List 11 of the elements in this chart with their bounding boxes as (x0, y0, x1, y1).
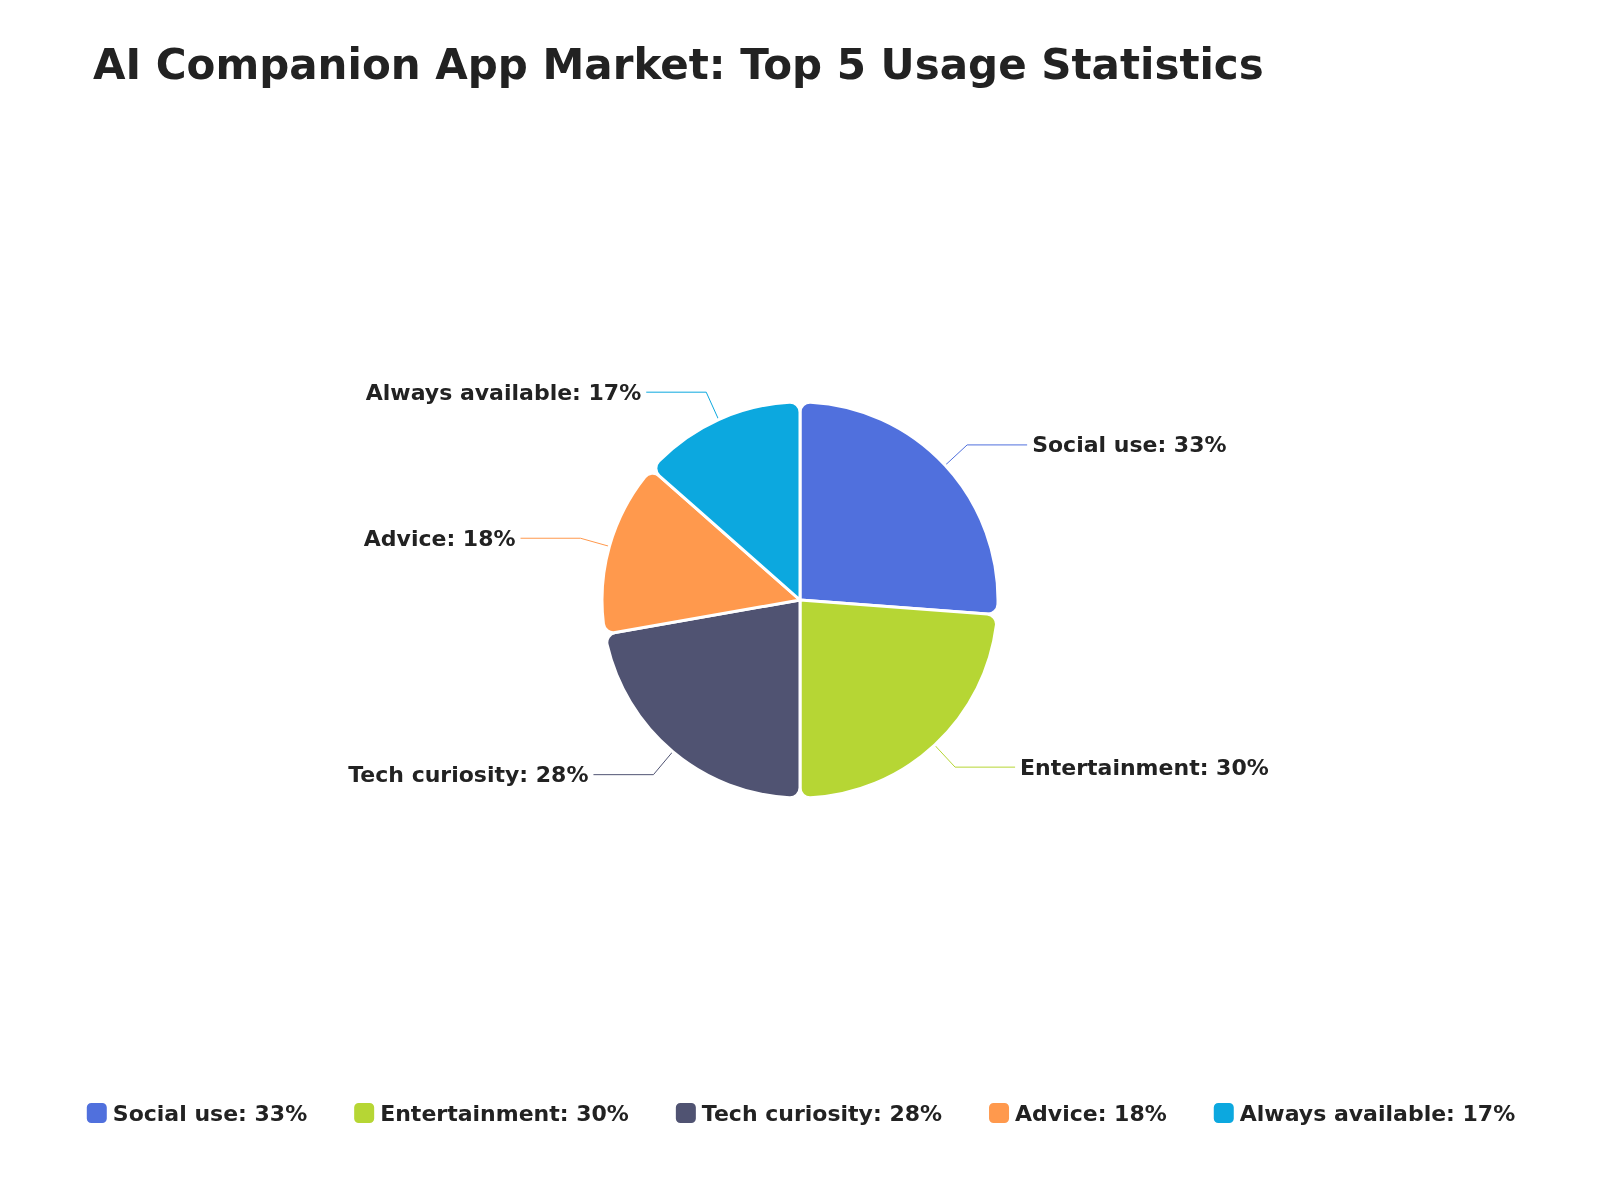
slice-label: Tech curiosity: 28% (348, 762, 589, 788)
legend-label: Entertainment: 30% (380, 1100, 629, 1126)
legend-label: Social use: 33% (112, 1100, 308, 1126)
legend-label: Always available: 17% (1239, 1100, 1516, 1126)
legend-label: Advice: 18% (1015, 1100, 1167, 1126)
slice-label: Social use: 33% (1032, 432, 1227, 458)
legend-label: Tech curiosity: 28% (701, 1100, 943, 1126)
slice-label: Always available: 17% (365, 379, 642, 405)
chart-title: AI Companion App Market: Top 5 Usage Statistics (93, 39, 1264, 89)
slice-label: Entertainment: 30% (1020, 754, 1269, 780)
slice-label: Advice: 18% (363, 525, 516, 551)
